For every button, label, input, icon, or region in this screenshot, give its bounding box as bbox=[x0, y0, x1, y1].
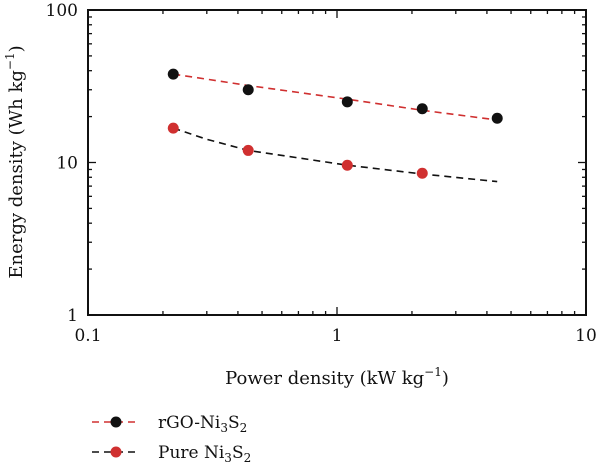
legend-pure-part1: Pure Ni bbox=[158, 443, 225, 463]
legend-marker-rgo bbox=[110, 416, 122, 428]
legend-rgo-sub2: 2 bbox=[240, 421, 248, 435]
legend-pure-part2: S bbox=[232, 443, 244, 463]
data-point bbox=[167, 122, 179, 134]
x-axis-label-close: ) bbox=[442, 368, 449, 389]
data-point bbox=[242, 84, 254, 96]
data-point bbox=[242, 144, 254, 156]
series-fit-line bbox=[173, 127, 498, 183]
x-tick-label: 1 bbox=[332, 326, 343, 346]
y-axis-label-main: Energy density (Wh kg bbox=[6, 70, 27, 279]
y-tick-label: 10 bbox=[56, 154, 78, 174]
legend-rgo-part2: S bbox=[228, 413, 240, 433]
legend-label-pure: Pure Ni3S2 bbox=[158, 443, 251, 465]
y-tick-label: 1 bbox=[67, 306, 78, 326]
y-axis-label-sup: −1 bbox=[3, 52, 17, 70]
x-axis-label-sup: −1 bbox=[424, 365, 442, 379]
y-tick-label: 100 bbox=[46, 1, 78, 21]
x-axis-label: Power density (kW kg−1) bbox=[225, 365, 449, 389]
series-layer bbox=[167, 68, 503, 183]
series-fit-line bbox=[173, 73, 498, 121]
legend-item-pure: Pure Ni3S2 bbox=[92, 443, 251, 465]
x-tick-label: 10 bbox=[575, 326, 597, 346]
legend-rgo-sub1: 3 bbox=[220, 421, 228, 435]
data-point bbox=[416, 167, 428, 179]
data-point bbox=[491, 112, 503, 124]
data-point bbox=[416, 103, 428, 115]
legend-pure-sub2: 2 bbox=[244, 451, 252, 465]
legend-marker-pure bbox=[110, 446, 122, 458]
legend: rGO-Ni3S2 Pure Ni3S2 bbox=[92, 413, 251, 465]
legend-label-rgo: rGO-Ni3S2 bbox=[158, 413, 247, 435]
x-axis-label-main: Power density (kW kg bbox=[225, 368, 424, 389]
data-point bbox=[341, 96, 353, 108]
data-point bbox=[341, 159, 353, 171]
x-tick-label: 0.1 bbox=[74, 326, 101, 346]
legend-rgo-part1: rGO-Ni bbox=[158, 413, 221, 433]
plot-frame bbox=[87, 9, 587, 316]
data-point bbox=[167, 68, 179, 80]
legend-item-rgo: rGO-Ni3S2 bbox=[92, 413, 247, 435]
series-1 bbox=[167, 122, 498, 183]
y-axis-label-close: ) bbox=[6, 45, 27, 52]
legend-pure-sub1: 3 bbox=[224, 451, 232, 465]
series-0 bbox=[167, 68, 503, 124]
y-axis-label: Energy density (Wh kg−1) bbox=[3, 45, 27, 278]
